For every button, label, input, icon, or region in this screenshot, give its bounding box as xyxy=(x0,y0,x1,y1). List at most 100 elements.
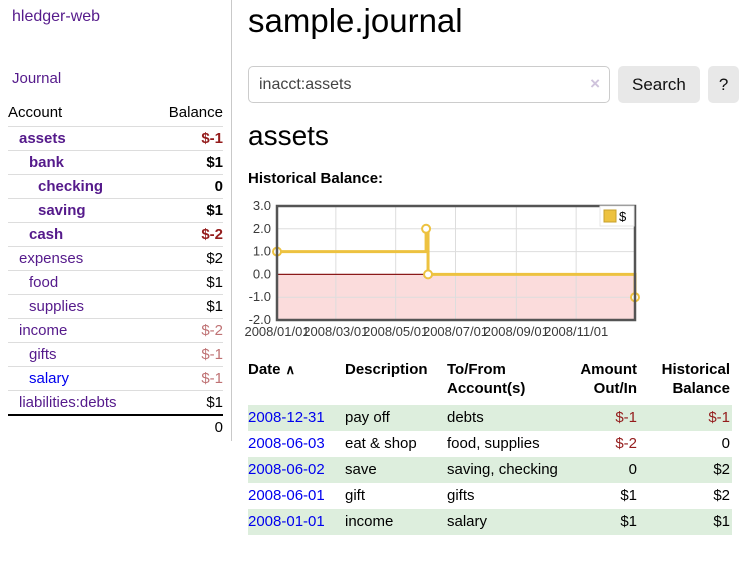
account-balance-supplies: $1 xyxy=(151,294,223,319)
transaction-date-link[interactable]: 2008-06-03 xyxy=(248,435,325,452)
sort-by-date[interactable]: Date ∧ xyxy=(248,361,295,378)
data-point-marker xyxy=(421,223,432,234)
account-link-income[interactable]: income xyxy=(19,322,68,339)
x-tick-label: 2008/05/01 xyxy=(363,324,428,339)
x-tick-label: 2008/09/01 xyxy=(484,324,549,339)
account-balance-food: $1 xyxy=(151,270,223,295)
transaction-row: 2008-06-01 gift gifts $1 $2 xyxy=(248,483,732,509)
account-balance-income: $-2 xyxy=(151,318,223,343)
transaction-balance: $-1 xyxy=(708,409,730,426)
account-balance-gifts: $-1 xyxy=(151,342,223,367)
help-button[interactable]: ? xyxy=(707,66,740,103)
account-link-saving[interactable]: saving xyxy=(38,202,86,219)
transaction-date-link[interactable]: 2008-06-02 xyxy=(248,461,325,478)
transactions-header-row: Date ∧ Description To/From Account(s) Amo… xyxy=(248,358,732,405)
transaction-amount: $-2 xyxy=(615,435,637,452)
account-link-bank[interactable]: bank xyxy=(29,154,65,171)
account-heading: assets xyxy=(248,120,329,151)
y-tick-label: -1.0 xyxy=(249,289,271,304)
account-row-income: income $-2 xyxy=(8,318,223,343)
account-link-assets[interactable]: assets xyxy=(19,130,66,147)
x-tick-label: 2008/07/01 xyxy=(423,324,488,339)
x-tick-label: 2008/03/01 xyxy=(303,324,368,339)
account-balance-bank: $1 xyxy=(151,150,223,175)
transaction-date-link[interactable]: 2008-12-31 xyxy=(248,409,325,426)
brand-link[interactable]: hledger-web xyxy=(12,8,101,25)
account-link-cash[interactable]: cash xyxy=(29,226,64,243)
transaction-date-link[interactable]: 2008-01-01 xyxy=(248,513,325,530)
search-button[interactable]: Search xyxy=(618,66,700,103)
page-title: sample.journal xyxy=(248,2,463,39)
account-link-liabilities-debts[interactable]: liabilities:debts xyxy=(19,394,117,411)
search-bar: × Search ? xyxy=(248,66,740,103)
transaction-row: 2008-12-31 pay off debts $-1 $-1 xyxy=(248,405,732,431)
transaction-accounts: food, supplies xyxy=(447,435,540,452)
account-row-checking: checking 0 xyxy=(8,174,223,199)
transaction-amount: $1 xyxy=(620,513,637,530)
accounts-header-balance: Balance xyxy=(168,104,223,121)
accounts-table: Account Balance assets $-1 bank $1 check… xyxy=(8,100,223,439)
legend-swatch xyxy=(603,209,617,223)
x-tick-label: 2008/01/01 xyxy=(244,324,309,339)
sidebar: hledger-web Journal Account Balance asse… xyxy=(0,0,232,441)
transaction-description: income xyxy=(345,513,394,530)
account-link-food[interactable]: food xyxy=(29,274,59,291)
y-tick-label: 1.0 xyxy=(253,244,271,259)
transaction-amount: 0 xyxy=(628,461,637,478)
clear-search-icon[interactable]: × xyxy=(590,74,600,93)
account-link-expenses[interactable]: expenses xyxy=(19,250,84,267)
account-row-cash: cash $-2 xyxy=(8,222,223,247)
account-row-salary: salary $-1 xyxy=(8,366,223,391)
search-box: × xyxy=(248,66,610,103)
chart-legend: $ xyxy=(599,205,635,227)
transaction-accounts: debts xyxy=(447,409,484,426)
transaction-row: 2008-06-02 save saving, checking 0 $2 xyxy=(248,457,732,483)
account-row-saving: saving $1 xyxy=(8,198,223,223)
account-balance-assets: $-1 xyxy=(151,126,223,151)
data-point-marker xyxy=(423,269,434,280)
account-balance-salary: $-1 xyxy=(151,366,223,391)
main-content: sample.journal × Search ? assets Histori… xyxy=(244,0,742,582)
account-balance-expenses: $2 xyxy=(151,246,223,271)
account-link-gifts[interactable]: gifts xyxy=(29,346,57,363)
sort-asc-icon: ∧ xyxy=(285,362,296,377)
account-row-expenses: expenses $2 xyxy=(8,246,223,271)
transaction-description: pay off xyxy=(345,409,390,426)
account-balance-liabilities-debts: $1 xyxy=(151,390,223,415)
transaction-date-link[interactable]: 2008-06-01 xyxy=(248,487,325,504)
transaction-amount: $-1 xyxy=(615,409,637,426)
transaction-amount: $1 xyxy=(620,487,637,504)
transactions-header-date: Date xyxy=(248,361,281,378)
account-link-salary[interactable]: salary xyxy=(29,370,70,387)
plot-border xyxy=(275,204,637,322)
accounts-header-account: Account xyxy=(8,104,63,121)
x-tick-label: 2008/11/01 xyxy=(544,324,608,339)
accounts-total-balance: 0 xyxy=(151,414,223,439)
transaction-description: gift xyxy=(345,487,366,504)
historical-balance-chart: 3.0 2.0 1.0 0.0 -1.0 -2.02008/01/012008/03/01… xyxy=(244,198,640,339)
nav-journal-link[interactable]: Journal xyxy=(12,70,62,87)
y-tick-label: 3.0 xyxy=(253,198,271,213)
account-link-supplies[interactable]: supplies xyxy=(29,298,85,315)
account-row-supplies: supplies $1 xyxy=(8,294,223,319)
transaction-row: 2008-01-01 income salary $1 $1 xyxy=(248,509,732,535)
account-row-liabilities-debts: liabilities:debts $1 xyxy=(8,390,223,415)
account-link-checking[interactable]: checking xyxy=(38,178,104,195)
transactions-table: Date ∧ Description To/From Account(s) Amo… xyxy=(248,358,732,535)
transaction-description: eat & shop xyxy=(345,435,417,452)
transactions-header-amount: Amount Out/In xyxy=(580,361,637,397)
y-tick-label: -2.0 xyxy=(249,312,271,327)
transaction-row: 2008-06-03 eat & shop food, supplies $-2… xyxy=(248,431,732,457)
transactions-header-description: Description xyxy=(345,361,428,378)
transaction-balance: $2 xyxy=(713,487,730,504)
transaction-accounts: salary xyxy=(447,513,488,530)
search-input[interactable] xyxy=(248,66,610,103)
transaction-description: save xyxy=(345,461,377,478)
account-row-food: food $1 xyxy=(8,270,223,295)
transactions-header-accounts: To/From Account(s) xyxy=(447,361,526,397)
transaction-balance: $1 xyxy=(713,513,730,530)
transaction-balance: 0 xyxy=(721,435,730,452)
account-row-assets: assets $-1 xyxy=(8,126,223,151)
account-row-bank: bank $1 xyxy=(8,150,223,175)
accounts-total-row: 0 xyxy=(8,414,223,439)
